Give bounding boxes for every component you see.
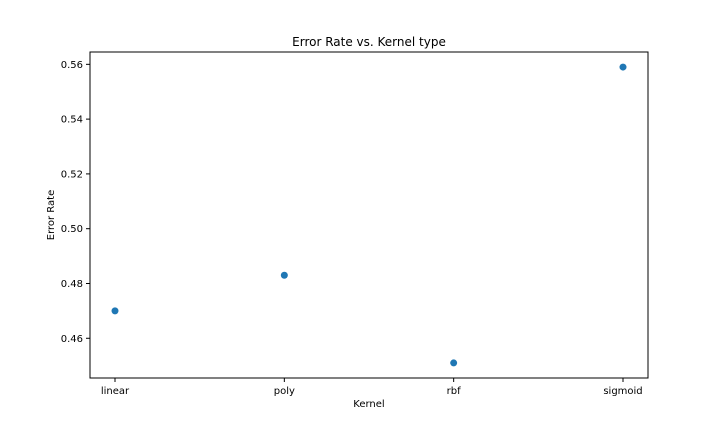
chart-title: Error Rate vs. Kernel type	[292, 35, 446, 49]
x-tick-label: linear	[101, 386, 130, 397]
data-point-rbf	[450, 359, 458, 367]
y-tick-label: 0.54	[61, 115, 83, 126]
data-point-linear	[111, 307, 119, 315]
x-axis-ticks: linear poly rbf sigmoid	[101, 378, 643, 397]
data-points	[111, 63, 627, 367]
x-tick-label: poly	[274, 386, 295, 397]
data-point-poly	[280, 271, 288, 279]
y-tick-label: 0.56	[61, 60, 83, 71]
x-axis-label: Kernel	[353, 399, 384, 410]
data-point-sigmoid	[619, 63, 627, 71]
y-tick-label: 0.46	[61, 334, 83, 345]
y-tick-label: 0.50	[61, 224, 83, 235]
x-tick-label: rbf	[447, 386, 461, 397]
y-axis-label: Error Rate	[46, 190, 57, 240]
y-axis-ticks: 0.46 0.48 0.50 0.52 0.54 0.56	[61, 60, 90, 345]
y-tick-label: 0.52	[61, 169, 83, 180]
x-tick-label: sigmoid	[603, 386, 642, 397]
y-tick-label: 0.48	[61, 279, 83, 290]
plot-area	[89, 51, 649, 379]
